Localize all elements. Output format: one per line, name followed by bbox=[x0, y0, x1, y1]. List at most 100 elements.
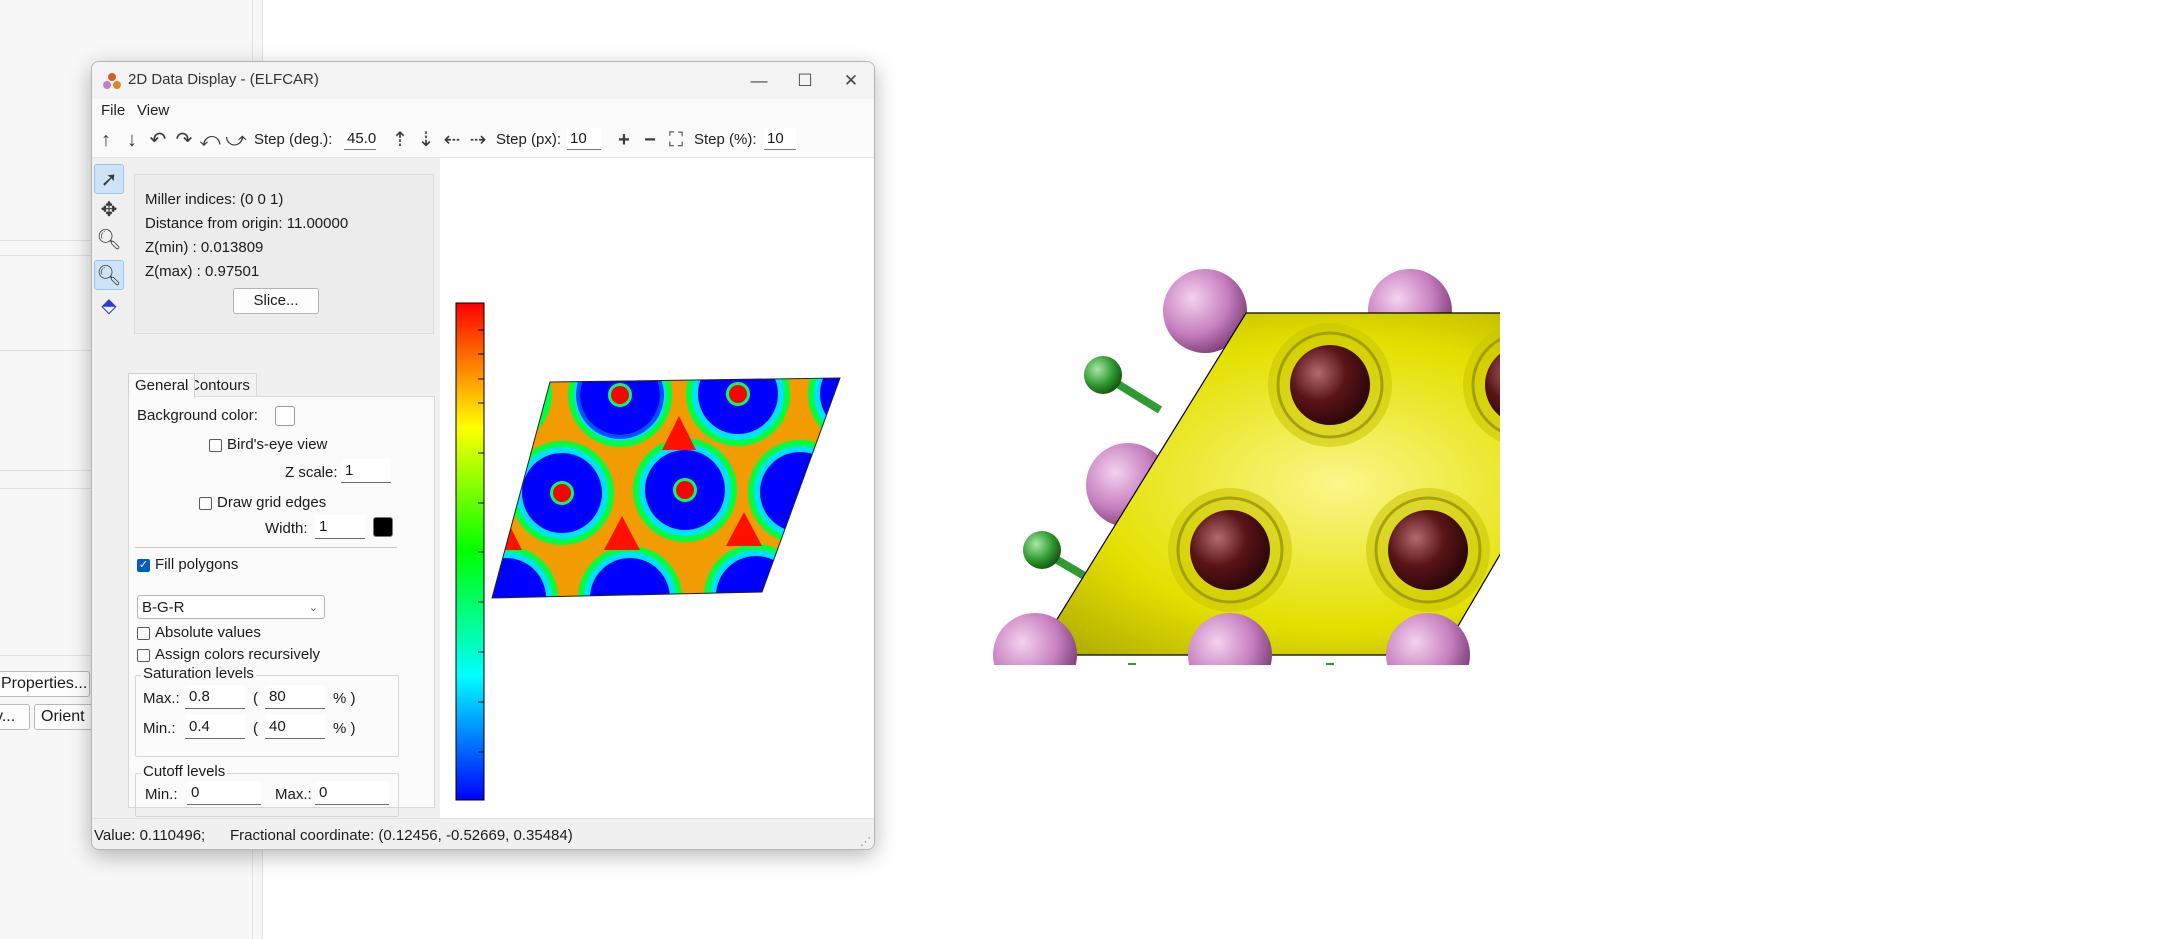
menu-bar: File View bbox=[92, 99, 874, 123]
color-scheme-value: B-G-R bbox=[142, 599, 185, 616]
saturation-title: Saturation levels bbox=[141, 665, 256, 682]
elf-slice-plot bbox=[455, 302, 841, 801]
fill-polygons-label: Fill polygons bbox=[155, 556, 239, 573]
pointer-icon: ➚ bbox=[100, 168, 118, 191]
paren-open: ( bbox=[253, 690, 258, 707]
draw-grid-label: Draw grid edges bbox=[217, 494, 327, 511]
maximize-button[interactable]: ☐ bbox=[797, 70, 813, 90]
birds-eye-checkbox[interactable] bbox=[209, 439, 222, 452]
absolute-values-label: Absolute values bbox=[155, 624, 261, 641]
fit-view-icon[interactable]: ⛶ bbox=[669, 129, 683, 151]
plot-area[interactable] bbox=[440, 158, 874, 818]
z-min: Z(min) : 0.013809 bbox=[145, 239, 264, 256]
rotate-right-icon[interactable]: ↷ bbox=[175, 129, 193, 151]
assign-recursive-checkbox[interactable] bbox=[137, 649, 150, 662]
step-deg-label: Step (deg.): bbox=[254, 131, 333, 148]
color-scheme-select[interactable]: B-G-R ⌄ bbox=[137, 595, 325, 619]
sat-max-label: Max.: bbox=[143, 690, 180, 707]
move-left-icon[interactable]: ⇠ bbox=[443, 129, 461, 151]
birds-eye-label: Bird's-eye view bbox=[227, 436, 328, 453]
step-deg-input[interactable]: 45.0 bbox=[344, 128, 376, 150]
cutoff-max-label: Max.: bbox=[275, 786, 312, 803]
data-display-window: 2D Data Display - (ELFCAR) — ☐ ✕ File Vi… bbox=[91, 61, 875, 850]
rotate-left-icon[interactable]: ↶ bbox=[149, 129, 167, 151]
miller-indices: Miller indices: (0 0 1) bbox=[145, 191, 284, 208]
structure-3d-view[interactable] bbox=[860, 225, 1647, 720]
step-px-label: Step (px): bbox=[496, 131, 562, 148]
step-px-input[interactable]: 10 bbox=[567, 128, 601, 150]
saturation-group bbox=[135, 675, 399, 757]
properties-button[interactable]: Properties... bbox=[0, 671, 90, 697]
status-coordinate: Fractional coordinate: (0.12456, -0.5266… bbox=[230, 827, 573, 844]
z-max: Z(max) : 0.97501 bbox=[145, 263, 260, 280]
z-scale-label: Z scale: bbox=[285, 464, 338, 481]
elf-core-spots bbox=[550, 382, 750, 505]
background-color-swatch[interactable] bbox=[275, 406, 295, 426]
move-right-icon[interactable]: ⇢ bbox=[469, 129, 487, 151]
info-panel: Miller indices: (0 0 1) Distance from or… bbox=[134, 174, 434, 334]
z-scale-input[interactable]: 1 bbox=[341, 459, 391, 483]
cutoff-min-label: Min.: bbox=[145, 786, 178, 803]
zoom-out-icon[interactable]: − bbox=[644, 129, 656, 151]
sat-max-percent-input[interactable]: 80 bbox=[265, 685, 325, 709]
magnifier-icon: 🔍︎ bbox=[96, 228, 122, 251]
select-tool-button[interactable]: ➚ bbox=[94, 164, 124, 194]
move-icon: ✥ bbox=[100, 198, 118, 221]
assign-recursive-label: Assign colors recursively bbox=[155, 646, 321, 663]
move-up-icon[interactable]: ⇡ bbox=[391, 129, 409, 151]
sat-min-percent-input[interactable]: 40 bbox=[265, 715, 325, 739]
elf-map bbox=[492, 378, 840, 598]
step-pct-input[interactable]: 10 bbox=[764, 128, 796, 150]
move-tool-button[interactable]: ✥ bbox=[94, 194, 124, 224]
general-settings-panel: Background color: Bird's-eye view Z scal… bbox=[128, 396, 435, 817]
percent-close: % ) bbox=[333, 720, 356, 737]
slice-button[interactable]: Slice... bbox=[233, 288, 319, 314]
paren-open: ( bbox=[253, 720, 258, 737]
minimize-button[interactable]: — bbox=[750, 70, 768, 90]
zoom-region-tool-button[interactable]: 🔍︎ bbox=[94, 260, 124, 290]
cutoff-title: Cutoff levels bbox=[141, 763, 228, 780]
cutoff-max-input[interactable]: 0 bbox=[315, 781, 389, 805]
draw-grid-checkbox[interactable] bbox=[199, 497, 212, 510]
toolbar: ↑ ↓ ↶ ↷ ⤺ ⤻ Step (deg.): 45.0 ⇡ ⇣ ⇠ ⇢ St… bbox=[92, 123, 874, 158]
absolute-values-checkbox[interactable] bbox=[137, 627, 150, 640]
resize-grip-icon[interactable]: ⋰ bbox=[860, 836, 871, 848]
tab-general[interactable]: General bbox=[128, 373, 196, 398]
percent-close: % ) bbox=[333, 690, 356, 707]
menu-file[interactable]: File bbox=[101, 102, 126, 119]
cutoff-group bbox=[135, 773, 399, 817]
status-value: Value: 0.110496; bbox=[94, 827, 206, 844]
width-label: Width: bbox=[265, 520, 308, 537]
app-logo-icon bbox=[103, 73, 121, 89]
background-button[interactable]: y... bbox=[0, 704, 30, 730]
status-bar: Value: 0.110496; Fractional coordinate: … bbox=[92, 818, 874, 849]
sat-max-input[interactable]: 0.8 bbox=[185, 685, 245, 709]
width-input[interactable]: 1 bbox=[315, 515, 365, 539]
grid-color-swatch[interactable] bbox=[373, 517, 393, 537]
zoom-tool-button[interactable]: 🔍︎ bbox=[94, 224, 124, 254]
colorbar bbox=[455, 302, 485, 801]
distance-from-origin: Distance from origin: 11.00000 bbox=[145, 215, 349, 232]
crystal-structure bbox=[993, 269, 1647, 720]
rotate-cw-icon[interactable]: ⤻ bbox=[225, 129, 247, 151]
separator bbox=[135, 547, 397, 548]
cutoff-min-input[interactable]: 0 bbox=[187, 781, 261, 805]
move-down-icon[interactable]: ⇣ bbox=[417, 129, 435, 151]
rotate-up-icon[interactable]: ↑ bbox=[101, 129, 111, 151]
sat-min-label: Min.: bbox=[143, 720, 176, 737]
menu-view[interactable]: View bbox=[137, 102, 170, 119]
plane-tool-button[interactable]: ⬘ bbox=[94, 290, 124, 320]
slice-outline bbox=[491, 377, 841, 599]
title-bar[interactable]: 2D Data Display - (ELFCAR) — ☐ ✕ bbox=[92, 62, 874, 99]
close-button[interactable]: ✕ bbox=[843, 70, 859, 90]
tool-column: ➚ ✥ 🔍︎ 🔍︎ ⬘ bbox=[92, 158, 130, 818]
elf-basins bbox=[492, 378, 840, 598]
window-title: 2D Data Display - (ELFCAR) bbox=[128, 71, 319, 88]
sat-min-input[interactable]: 0.4 bbox=[185, 715, 245, 739]
chevron-down-icon: ⌄ bbox=[308, 602, 318, 614]
rotate-down-icon[interactable]: ↓ bbox=[127, 129, 137, 151]
zoom-region-icon: 🔍︎ bbox=[96, 264, 122, 287]
rotate-ccw-icon[interactable]: ⤺ bbox=[199, 129, 221, 151]
zoom-in-icon[interactable]: + bbox=[618, 129, 630, 151]
fill-polygons-checkbox[interactable]: ✓ bbox=[137, 559, 150, 572]
